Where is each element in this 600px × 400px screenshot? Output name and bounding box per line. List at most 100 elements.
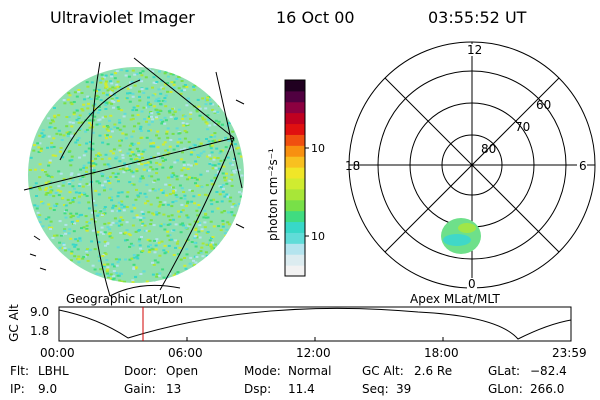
speckle-dot [46, 174, 50, 177]
speckle-dot [120, 200, 124, 203]
speckle-dot [178, 184, 182, 187]
speckle-dot [186, 163, 190, 166]
speckle-dot [199, 142, 203, 145]
speckle-dot [231, 163, 235, 166]
speckle-dot [113, 126, 117, 129]
speckle-dot [149, 166, 153, 169]
speckle-dot [116, 80, 120, 83]
speckle-dot [226, 156, 230, 159]
speckle-dot [132, 267, 136, 270]
speckle-dot [205, 243, 209, 246]
time-ticks [58, 337, 572, 341]
speckle-dot [181, 224, 185, 227]
speckle-dot [78, 237, 82, 240]
speckle-dot [161, 192, 165, 194]
speckle-dot [189, 164, 193, 167]
speckle-dot [176, 271, 180, 274]
speckle-dot [138, 90, 141, 93]
speckle-dot [76, 239, 80, 242]
speckle-dot [129, 158, 133, 161]
speckle-dot [124, 231, 128, 234]
speckle-dot [90, 218, 94, 221]
speckle-dot [177, 215, 181, 218]
speckle-dot [128, 148, 132, 151]
speckle-dot [115, 272, 119, 275]
colorbar-cell [285, 243, 305, 255]
speckle-dot [115, 83, 119, 86]
speckle-dot [95, 180, 99, 183]
speckle-dot [225, 228, 229, 231]
speckle-dot [103, 189, 106, 192]
speckle-dot [230, 205, 234, 208]
speckle-dot [55, 132, 59, 135]
speckle-dot [57, 114, 61, 117]
speckle-dot [237, 152, 241, 155]
speckle-dot [116, 85, 120, 88]
speckle-dot [69, 173, 73, 176]
speckle-dot [105, 259, 109, 262]
speckle-dot [158, 188, 161, 191]
speckle-dot [127, 165, 131, 168]
speckle-dot [38, 188, 42, 191]
speckle-dot [101, 141, 105, 144]
seq-value: 39 [396, 382, 412, 396]
speckle-dot [169, 139, 173, 141]
speckle-dot [177, 210, 180, 213]
speckle-dot [225, 172, 228, 175]
speckle-dot [99, 79, 102, 82]
speckle-dot [81, 185, 85, 188]
speckle-dot [143, 118, 147, 121]
speckle-dot [47, 135, 51, 138]
speckle-dot [168, 111, 172, 114]
speckle-dot [200, 229, 204, 232]
speckle-dot [85, 221, 89, 224]
speckle-dot [140, 153, 144, 156]
speckle-dot [121, 219, 125, 221]
speckle-dot [122, 209, 126, 212]
speckle-dot [213, 156, 216, 159]
speckle-dot [192, 195, 196, 198]
speckle-dot [179, 231, 183, 234]
speckle-dot [53, 116, 57, 119]
speckle-dot [138, 99, 142, 102]
speckle-dot [171, 113, 175, 116]
speckle-dot [161, 156, 164, 159]
speckle-dot [111, 206, 115, 209]
speckle-dot [161, 120, 165, 123]
speckle-dot [81, 257, 85, 260]
speckle-dot [164, 83, 168, 86]
speckle-dot [85, 195, 89, 197]
speckle-dot [130, 135, 134, 138]
speckle-dot [225, 195, 229, 198]
speckle-dot [183, 197, 187, 200]
speckle-dot [108, 228, 112, 231]
speckle-dot [124, 74, 128, 77]
speckle-dot [210, 245, 214, 248]
speckle-dot [54, 154, 58, 157]
speckle-dot [175, 127, 179, 130]
speckle-dot [156, 261, 160, 264]
speckle-dot [140, 236, 143, 238]
speckle-dot [86, 259, 90, 262]
speckle-dot [233, 171, 237, 174]
speckle-dot [176, 273, 179, 276]
speckle-dot [150, 112, 154, 115]
speckle-dot [171, 172, 175, 175]
speckle-dot [184, 204, 188, 207]
speckle-dot [145, 183, 149, 186]
observation-date: 16 Oct 00 [276, 8, 355, 27]
speckle-dot [102, 265, 106, 268]
speckle-dot [110, 75, 114, 78]
speckle-dot [206, 155, 210, 158]
speckle-dot [140, 110, 144, 113]
speckle-dot [118, 86, 122, 88]
speckle-dot [130, 170, 133, 173]
speckle-dot [110, 97, 114, 100]
speckle-dot [50, 146, 54, 149]
speckle-dot [215, 200, 219, 203]
speckle-dot [181, 209, 185, 212]
speckle-dot [96, 214, 100, 217]
speckle-dot [65, 116, 69, 118]
speckle-dot [188, 146, 192, 149]
speckle-dot [213, 176, 217, 179]
